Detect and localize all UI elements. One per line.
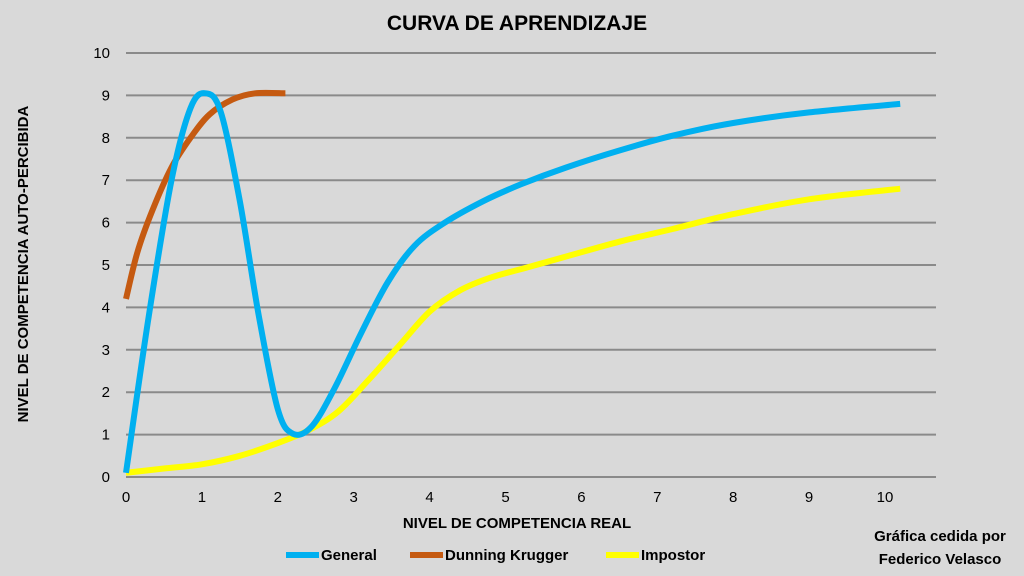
legend-label-impostor: Impostor xyxy=(641,547,705,564)
y-tick-label: 10 xyxy=(93,45,110,62)
y-tick-label: 4 xyxy=(102,299,110,316)
x-tick-label: 7 xyxy=(653,489,661,506)
y-tick-label: 5 xyxy=(102,257,110,274)
x-axis-label: NIVEL DE COMPETENCIA REAL xyxy=(403,515,631,532)
y-tick-label: 7 xyxy=(102,172,110,189)
x-tick-label: 6 xyxy=(577,489,585,506)
y-tick-label: 3 xyxy=(102,342,110,359)
y-tick-label: 9 xyxy=(102,87,110,104)
x-tick-label: 10 xyxy=(877,489,894,506)
x-tick-label: 9 xyxy=(805,489,813,506)
x-tick-label: 5 xyxy=(501,489,509,506)
legend-label-dunning-krugger: Dunning Krugger xyxy=(445,547,568,564)
x-tick-label: 2 xyxy=(274,489,282,506)
y-axis-ticks: 0 1 2 3 4 5 6 7 8 9 10 xyxy=(93,45,110,486)
chart-title: CURVA DE APRENDIZAJE xyxy=(387,12,647,35)
legend-label-general: General xyxy=(321,547,377,564)
x-tick-label: 0 xyxy=(122,489,130,506)
series-line-impostor xyxy=(125,185,901,476)
x-tick-label: 3 xyxy=(350,489,358,506)
x-tick-label: 1 xyxy=(198,489,206,506)
x-tick-label: 4 xyxy=(425,489,433,506)
y-tick-label: 6 xyxy=(102,215,110,232)
x-axis-ticks: 0 1 2 3 4 5 6 7 8 9 10 xyxy=(122,489,894,506)
series-line-general xyxy=(123,90,901,474)
y-tick-label: 8 xyxy=(102,130,110,147)
y-tick-label: 0 xyxy=(102,469,110,486)
legend: General Dunning Krugger Impostor xyxy=(286,547,705,564)
x-tick-label: 8 xyxy=(729,489,737,506)
credit-line-1: Gráfica cedida por xyxy=(874,528,1006,545)
series-lines xyxy=(123,89,901,476)
y-tick-label: 1 xyxy=(102,427,110,444)
credit-line-2: Federico Velasco xyxy=(879,551,1002,568)
y-tick-label: 2 xyxy=(102,384,110,401)
series-line-dunning-krugger xyxy=(123,89,286,300)
y-axis-label: NIVEL DE COMPETENCIA AUTO-PERCIBIDA xyxy=(15,105,32,422)
